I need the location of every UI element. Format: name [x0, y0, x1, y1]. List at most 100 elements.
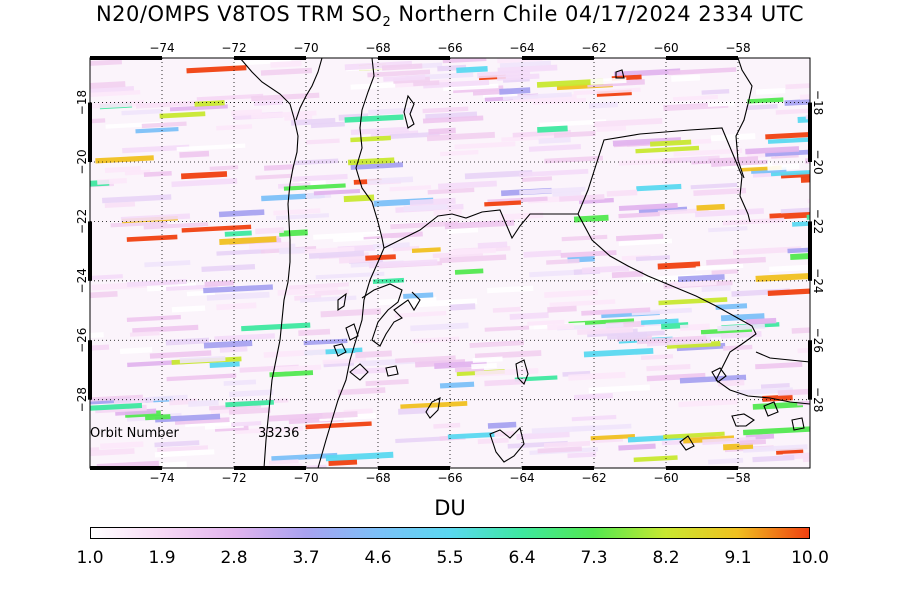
swath-pixel: [367, 69, 431, 78]
salt-flat-7: [425, 397, 441, 419]
river-line: [715, 379, 810, 405]
swath-pixel: [588, 101, 618, 109]
swath-pixel: [767, 163, 800, 171]
swath-pixel: [231, 109, 263, 117]
lat-label-left-5: −28: [75, 387, 89, 412]
swath-pixel: [370, 130, 419, 138]
swath-pixel: [830, 311, 877, 319]
swath-pixel: [487, 285, 534, 294]
swath-pixel: [293, 158, 339, 166]
swath-pixel: [711, 269, 739, 275]
swath-pixel: [701, 89, 730, 95]
swath-pixel: [635, 255, 670, 262]
swath-pixel: [269, 370, 314, 378]
swath-pixel: [149, 350, 212, 359]
pacific-coastline: [239, 58, 299, 468]
map-title: N20/OMPS V8TOS TRM SO2 Northern Chile 04…: [0, 2, 900, 30]
swath-pixel: [791, 326, 810, 334]
swath-pixel: [322, 411, 358, 419]
swath-pixel: [618, 238, 673, 246]
lat-label-right-0: −18: [811, 90, 825, 115]
swath-pixel: [528, 143, 582, 152]
lon-label-bottom-8: −58: [725, 471, 750, 485]
swath-pixel: [381, 63, 423, 71]
swath-pixel: [657, 261, 701, 270]
swath-pixel: [90, 448, 135, 457]
swath-pixel: [154, 449, 215, 458]
wetland-2: [731, 413, 755, 427]
orbit-number-label: Orbit Number: [90, 426, 180, 441]
swath-pixel: [203, 340, 253, 349]
swath-pixel: [179, 150, 210, 158]
swath-pixel: [395, 355, 456, 363]
lat-label-left-3: −24: [75, 268, 89, 293]
axis-labels: −74 −74 −72 −72 −70 −70 −68 −68 −66 −66 −64 −64 −62 −…: [75, 41, 825, 485]
swath-pixel: [663, 431, 725, 439]
salt-flat-3: [337, 292, 347, 312]
swath-pixel: [443, 83, 499, 91]
swath-pixel: [249, 241, 291, 250]
wetland-1: [679, 435, 695, 451]
swath-pixel: [502, 92, 572, 101]
colorbar: [90, 527, 810, 539]
swath-pixel: [433, 422, 461, 429]
lon-label-bottom-3: −68: [365, 471, 390, 485]
swath-pixel: [567, 452, 597, 459]
swath-pixel: [477, 241, 508, 249]
swath-pixel: [702, 436, 756, 445]
swath-pixel: [275, 364, 322, 372]
swath-pixel: [573, 214, 609, 223]
swath-pixel: [216, 302, 257, 311]
swath-pixel: [90, 394, 144, 403]
swath-pixel: [251, 92, 320, 102]
swath-pixel: [154, 413, 221, 423]
lon-label-top-5: −64: [509, 41, 534, 55]
swath-pixel: [449, 303, 476, 311]
swath-pixel: [389, 185, 432, 192]
swath-pixel: [383, 74, 426, 82]
swath-pixel: [110, 220, 168, 228]
swath-pixel: [631, 307, 692, 316]
swath-pixel: [636, 335, 707, 345]
swath-pixel: [132, 324, 199, 334]
swath-pixel: [454, 141, 516, 150]
colorbar-tick-1: 1.9: [148, 548, 176, 568]
swath-pixel: [90, 344, 110, 351]
title-subscript: 2: [382, 15, 392, 31]
swath-pixel: [216, 124, 253, 131]
swath-pixel: [422, 106, 469, 114]
lat-label-left-0: −18: [75, 90, 89, 115]
swath-pixel: [532, 97, 587, 105]
swath-pixel: [544, 155, 604, 164]
colorbar-tick-10: 10.0: [791, 548, 829, 568]
swath-pixel: [233, 58, 292, 66]
swath-pixel: [255, 173, 293, 180]
colorbar-tick-8: 8.2: [652, 548, 680, 568]
bolivia-paraguay-border: [577, 127, 751, 223]
swath-pixel: [241, 322, 311, 332]
swath-pixel: [403, 292, 434, 299]
swath-pixel: [171, 305, 206, 313]
swath-pixel: [303, 338, 348, 346]
lat-label-right-5: −28: [811, 387, 825, 412]
swath-pixel: [560, 250, 617, 258]
swath-pixel: [722, 217, 785, 226]
swath-pixel: [538, 136, 571, 144]
swath-pixel: [289, 246, 355, 255]
swath-pixel: [363, 231, 423, 240]
swath-pixel: [166, 373, 237, 382]
swath-pixel: [176, 143, 246, 152]
bolivia-chile-border: [355, 58, 385, 249]
swath-pixel: [231, 421, 262, 427]
lon-label-top-7: −60: [653, 41, 678, 55]
swath-pixel: [745, 317, 777, 325]
swath-pixel: [695, 263, 744, 271]
swath-pixel: [411, 247, 441, 253]
swath-pixel: [671, 74, 701, 82]
swath-pixel: [126, 314, 181, 322]
swath-pixel: [160, 461, 187, 468]
lake-coast: [755, 351, 810, 363]
lon-label-bottom-2: −70: [293, 471, 318, 485]
swath-pixel: [785, 82, 810, 90]
swath-pixel: [350, 367, 387, 375]
